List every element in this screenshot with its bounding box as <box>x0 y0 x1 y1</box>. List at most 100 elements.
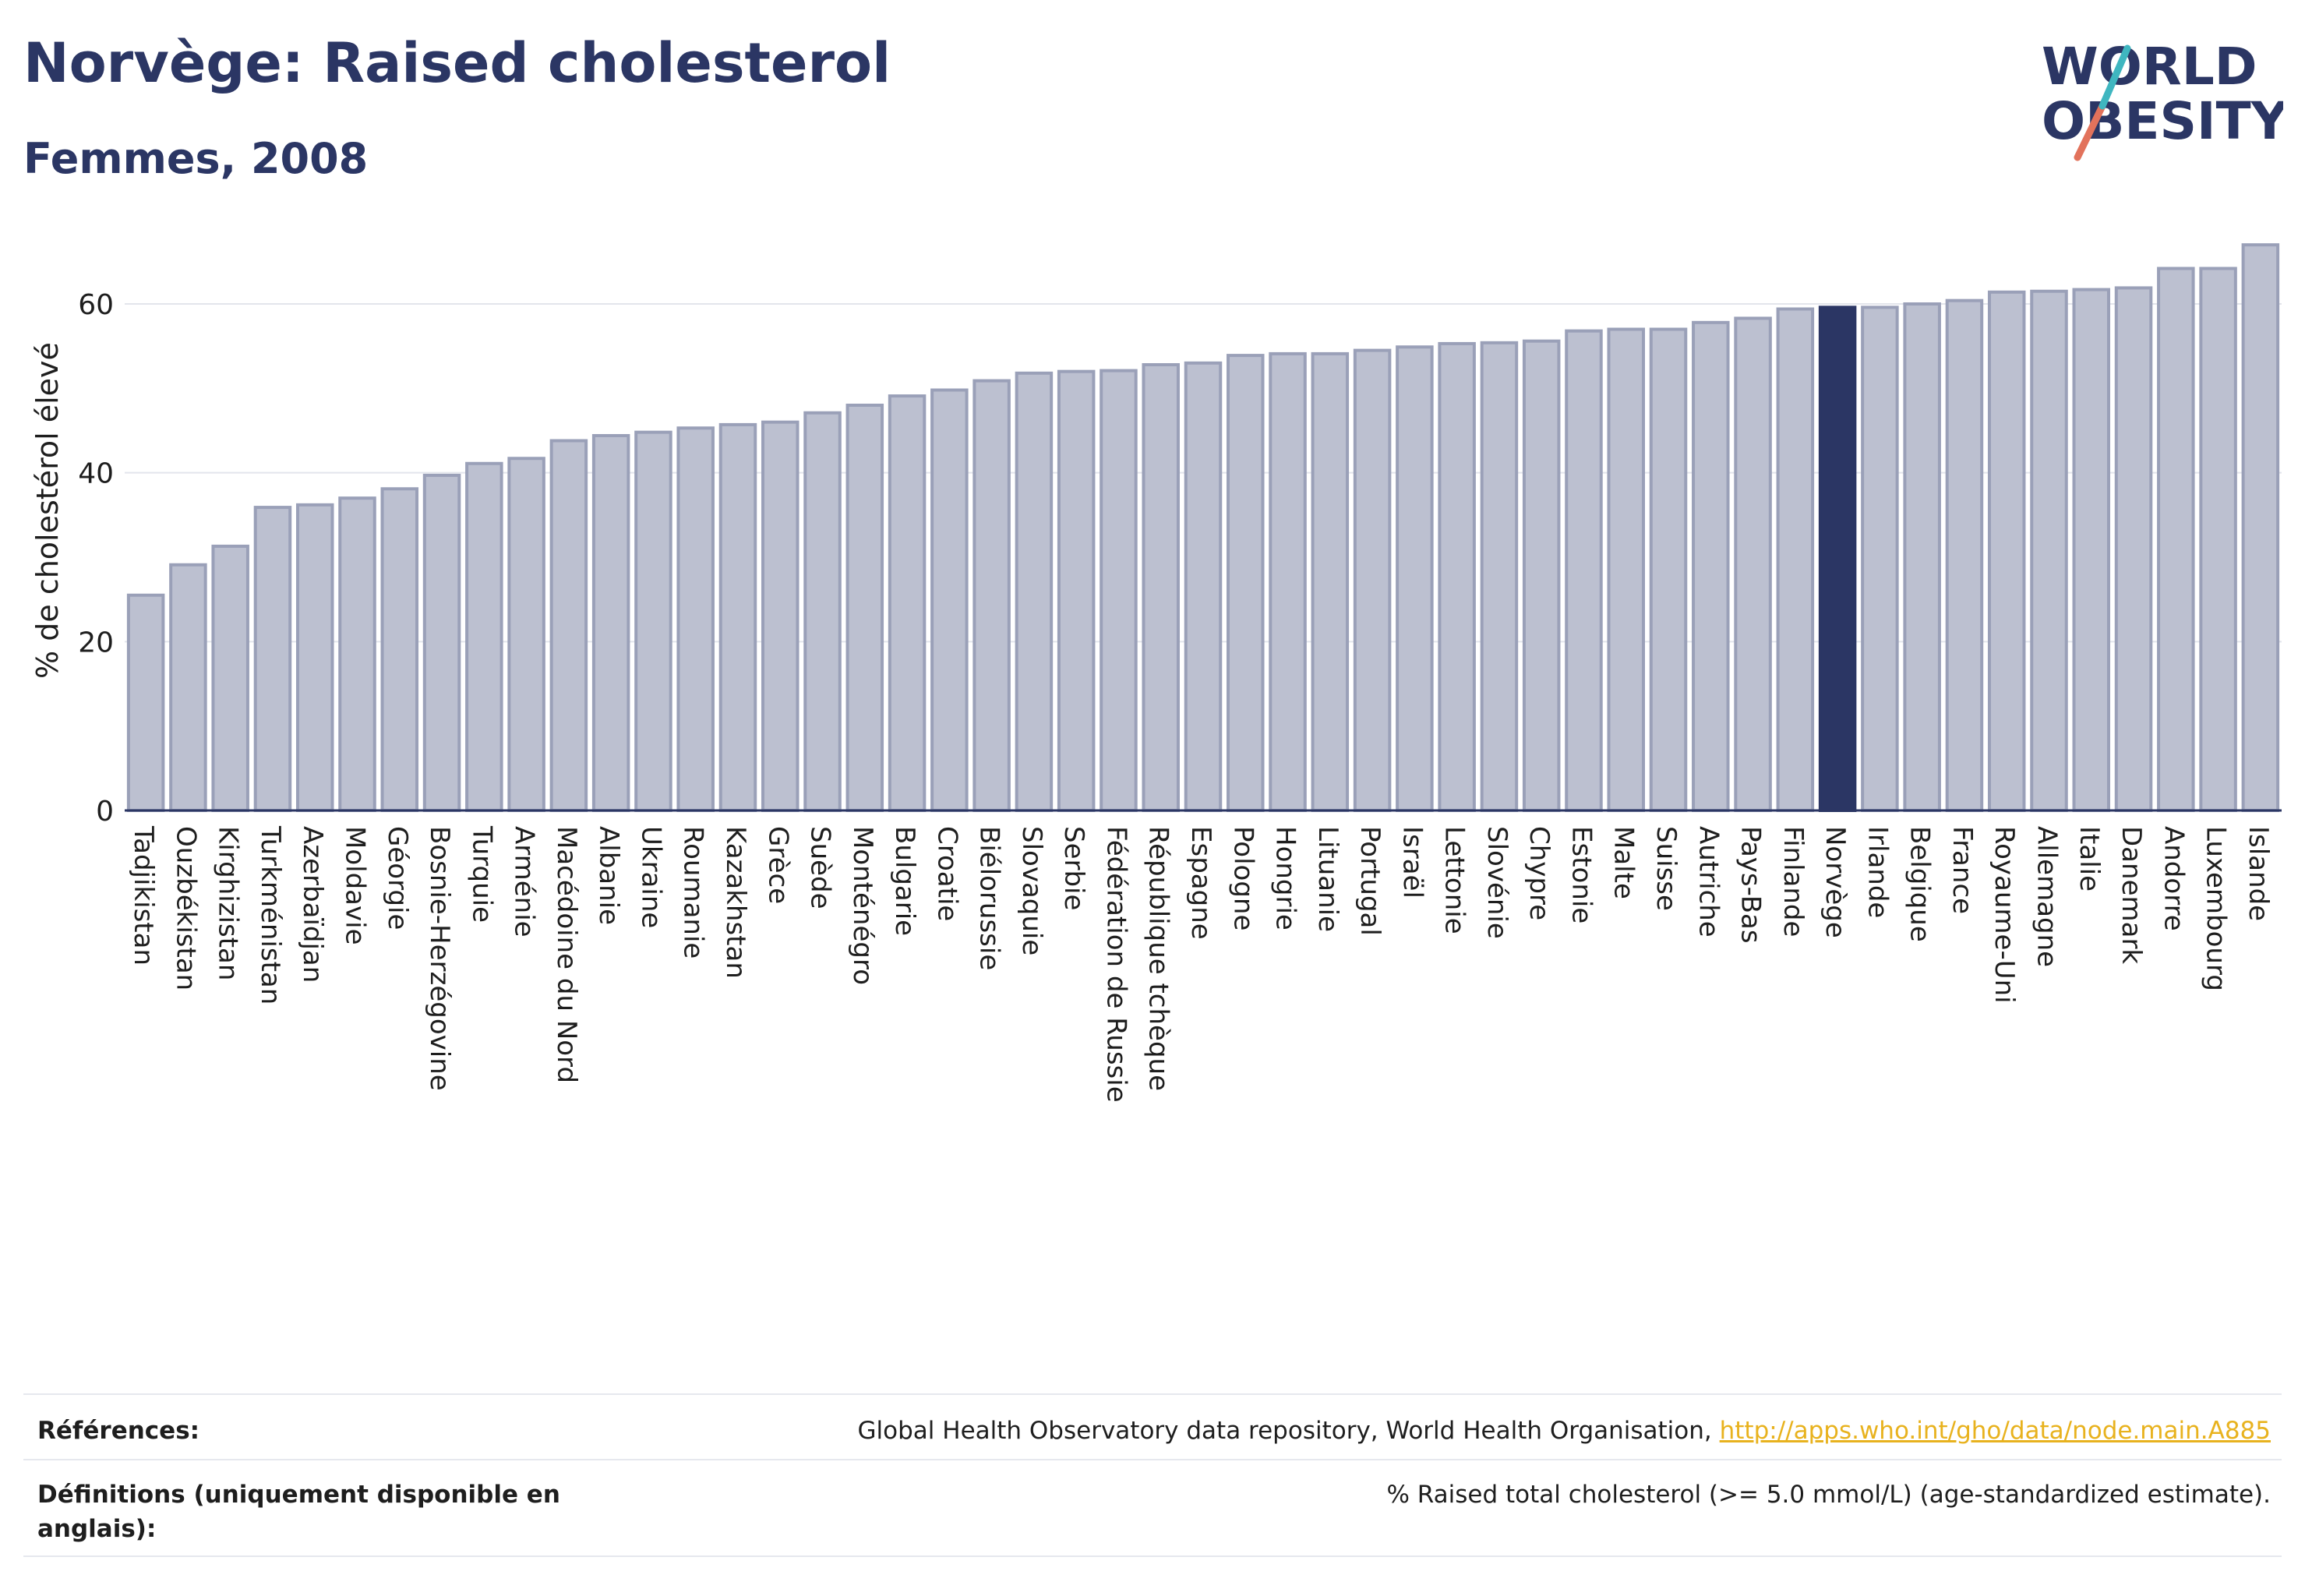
logo-slash-teal <box>2099 44 2131 110</box>
bar <box>1311 351 1350 812</box>
x-tick-label: Azerbaïdjan <box>297 826 328 983</box>
bar <box>1522 339 1561 812</box>
bar <box>718 422 757 813</box>
x-tick-label: Norvège <box>1820 826 1851 938</box>
x-tick-label: Roumanie <box>678 826 709 959</box>
bar <box>549 439 588 812</box>
bar <box>1015 371 1054 813</box>
bar-highlight <box>1818 305 1857 813</box>
bar <box>1734 316 1772 812</box>
bar <box>1607 327 1645 812</box>
x-tick-label: Suède <box>805 826 836 909</box>
bar <box>507 457 545 812</box>
bar <box>1142 363 1180 812</box>
x-tick-label: Andorre <box>2158 826 2189 931</box>
bar <box>845 404 884 812</box>
bar <box>1565 329 1603 812</box>
bar <box>2072 288 2111 813</box>
x-tick-label: Serbie <box>1058 826 1089 910</box>
x-tick-label: Moldavie <box>340 826 371 945</box>
logo-slash-coral <box>2074 102 2106 161</box>
x-tick-label: Ukraine <box>635 826 666 928</box>
x-tick-labels: Tadjikistan Ouzbékistan Kirghizistan Turkmé… <box>128 825 2274 1103</box>
y-tick-label: 0 <box>96 796 114 828</box>
references-value: Global Health Observatory data repositor… <box>858 1414 2271 1448</box>
x-tick-label: Ouzbékistan <box>170 826 201 990</box>
bar <box>591 434 630 812</box>
bar <box>2030 289 2068 812</box>
definitions-value: % Raised total cholesterol (>= 5.0 mmol/… <box>1386 1481 2271 1509</box>
bar <box>380 487 419 812</box>
bar <box>1776 307 1815 812</box>
x-tick-label: Biélorussie <box>974 826 1005 970</box>
bar <box>972 379 1011 813</box>
bar <box>676 426 715 812</box>
x-tick-label: Portugal <box>1354 826 1385 936</box>
x-tick-label: Bulgarie <box>889 826 920 936</box>
bar <box>1438 341 1476 812</box>
bar <box>1184 361 1223 813</box>
x-tick-label: Pologne <box>1227 826 1258 930</box>
definitions-label: Définitions (uniquement disponible en an… <box>37 1478 560 1546</box>
references-link[interactable]: http://apps.who.int/gho/data/node.main.A… <box>1719 1417 2271 1445</box>
x-tick-label: Irlande <box>1862 826 1893 918</box>
bar <box>422 473 461 813</box>
chart-subtitle: Femmes, 2008 <box>23 134 369 183</box>
x-tick-label: Suisse <box>1650 826 1682 911</box>
x-tick-label: Allemagne <box>2031 826 2062 967</box>
x-tick-label: Monténégro <box>847 826 878 985</box>
x-tick-label: Géorgie <box>382 826 413 930</box>
x-tick-label: Islande <box>2243 826 2274 921</box>
x-tick-label: Estonie <box>1565 826 1597 923</box>
bar <box>2157 267 2195 812</box>
x-tick-label: France <box>1947 826 1978 914</box>
bar <box>1649 327 1688 812</box>
x-tick-label: Tadjikistan <box>128 825 159 966</box>
x-tick-label: Slovénie <box>1481 826 1513 939</box>
footer-divider-top <box>23 1393 2282 1395</box>
bar <box>930 388 969 812</box>
y-tick-label: 60 <box>78 289 114 321</box>
x-tick-label: Arménie <box>509 826 540 937</box>
bar <box>1057 369 1096 812</box>
x-tick-label: Finlande <box>1777 826 1809 937</box>
logo-text-world: WORLD <box>2042 37 2257 97</box>
bar <box>888 394 927 813</box>
bars <box>126 243 2280 813</box>
x-tick-label: Malte <box>1608 826 1640 899</box>
x-tick-label: Lettonie <box>1439 826 1470 934</box>
bar <box>634 430 672 813</box>
x-tick-label: Pays-Bas <box>1735 826 1767 944</box>
bar <box>295 503 334 812</box>
bar <box>1861 305 1899 813</box>
x-tick-label: Hongrie <box>1270 826 1301 930</box>
x-tick-label: Luxembourg <box>2201 826 2232 991</box>
bar <box>761 420 800 813</box>
bar <box>1945 298 1984 812</box>
x-tick-label: Albanie <box>593 826 624 925</box>
references-text: Global Health Observatory data repositor… <box>857 1417 1720 1445</box>
x-tick-label: Croatie <box>931 826 962 921</box>
bar <box>1100 369 1138 813</box>
bar <box>1987 290 2026 813</box>
x-tick-label: République tchèque <box>1143 826 1174 1091</box>
x-tick-label: Autriche <box>1693 826 1724 937</box>
footer-divider-bottom <box>23 1555 2282 1557</box>
y-axis-label: % de cholestérol élevé <box>30 342 65 679</box>
bar <box>1353 348 1392 813</box>
x-tick-label: Lituanie <box>1312 826 1343 932</box>
x-tick-label: Grèce <box>762 826 793 904</box>
x-tick-label: Turquie <box>466 825 497 923</box>
bar <box>211 544 249 813</box>
x-tick-label: Fédération de Russie <box>1100 826 1131 1103</box>
x-tick-label: Chypre <box>1523 826 1555 920</box>
y-tick-labels: 0 20 40 60 <box>78 289 114 828</box>
bar <box>2241 243 2280 812</box>
definitions-label-line1: Définitions (uniquement disponible en <box>37 1481 560 1509</box>
chart-title: Norvège: Raised cholesterol <box>23 31 891 95</box>
bar <box>1480 341 1519 813</box>
bar-chart: 0 20 40 60 Tadjikistan Ouzbékistan Kirghizist… <box>30 243 2282 1103</box>
bar <box>1227 354 1265 813</box>
x-tick-label: Italie <box>2074 826 2105 892</box>
x-tick-label: Danemark <box>2116 826 2147 964</box>
